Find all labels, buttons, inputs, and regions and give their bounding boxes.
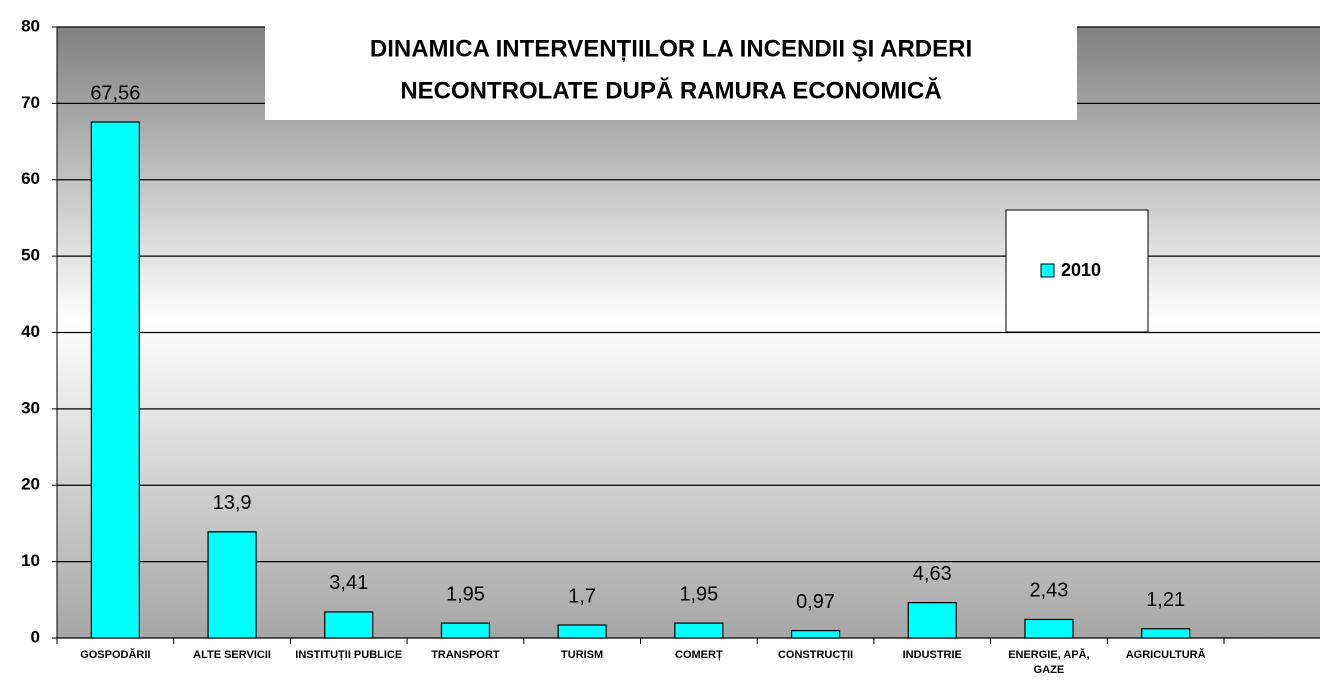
x-tick-label-box: ALTE SERVICII <box>193 649 271 661</box>
data-label: 1,21 <box>1146 589 1185 611</box>
bar <box>1141 628 1191 639</box>
bar <box>440 622 491 639</box>
x-tick-label-box: INDUSTRIE <box>902 649 962 661</box>
chart-title: NECONTROLATE DUPĂ RAMURA ECONOMICĂ <box>400 76 941 104</box>
y-tick-label: 0 <box>31 627 40 646</box>
x-tick-label: CONSTRUCȚII <box>777 649 854 661</box>
y-tick-label: 80 <box>21 16 40 35</box>
bar <box>90 121 140 639</box>
x-tick-label-box: AGRICULTURĂ <box>1125 649 1206 661</box>
y-tick-label: 70 <box>21 93 40 112</box>
y-tick-label: 10 <box>21 551 40 570</box>
data-label: 4,63 <box>913 563 952 585</box>
y-tick-label: 30 <box>21 398 40 417</box>
x-tick-label: TURISM <box>561 649 604 661</box>
x-tick-label: TRANSPORT <box>431 649 500 661</box>
bar <box>907 602 957 639</box>
y-tick-label: 40 <box>21 322 40 341</box>
bar <box>207 531 257 639</box>
legend-box <box>1005 209 1149 333</box>
data-label: 13,9 <box>213 492 252 514</box>
x-tick-label-box: ENERGIE, APĂ, GAZE <box>1008 649 1090 676</box>
bar <box>557 624 607 639</box>
y-tick-label: 50 <box>21 246 40 265</box>
x-tick-label: ENERGIE, APĂ, GAZE <box>1008 649 1090 676</box>
x-tick-label-box: TURISM <box>561 649 604 661</box>
x-tick-label: GOSPODĂRII <box>80 649 151 661</box>
x-tick-label: ALTE SERVICII <box>193 649 271 661</box>
data-label: 3,41 <box>329 572 368 594</box>
bar <box>1024 618 1074 639</box>
x-tick-label: COMERȚ <box>675 649 723 661</box>
bar <box>324 611 374 639</box>
x-tick-label: INDUSTRIE <box>902 649 962 661</box>
bar <box>674 622 724 639</box>
x-tick-label: AGRICULTURĂ <box>1125 649 1206 661</box>
legend-label: 2010 <box>1061 260 1101 280</box>
y-tick-label: 60 <box>21 169 40 188</box>
data-label: 2,43 <box>1029 580 1068 602</box>
x-tick-label-box: CONSTRUCȚII <box>777 649 854 661</box>
bar <box>790 629 841 639</box>
data-label: 1,7 <box>568 585 596 607</box>
data-label: 0,97 <box>796 591 835 613</box>
x-tick-label-box: INSTITUȚII PUBLICE <box>295 649 403 661</box>
y-tick-label: 20 <box>21 475 40 494</box>
x-tick-label-box: GOSPODĂRII <box>80 649 151 661</box>
data-label: 67,56 <box>90 82 140 104</box>
data-label: 1,95 <box>679 583 718 605</box>
x-tick-label-box: TRANSPORT <box>431 649 500 661</box>
x-tick-label-box: COMERȚ <box>675 649 723 661</box>
x-tick-label: INSTITUȚII PUBLICE <box>295 649 403 661</box>
legend-swatch <box>1040 263 1055 278</box>
chart-title: DINAMICA INTERVENȚIILOR LA INCENDII ŞI A… <box>370 35 972 62</box>
title-box <box>265 22 1077 120</box>
data-label: 1,95 <box>446 583 485 605</box>
